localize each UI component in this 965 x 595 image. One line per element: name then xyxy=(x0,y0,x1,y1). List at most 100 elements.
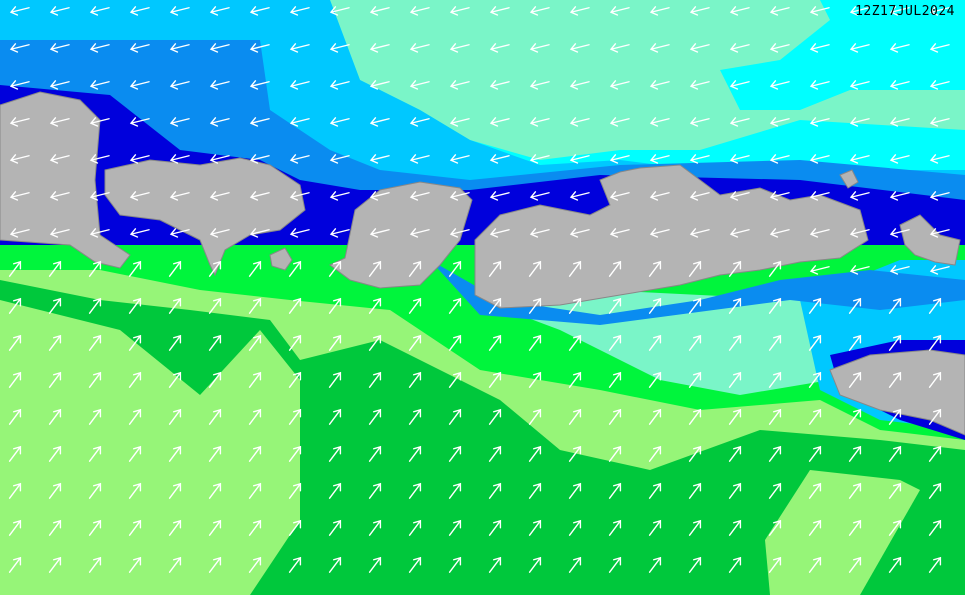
wind-arrow xyxy=(369,43,390,53)
wind-arrow xyxy=(289,154,310,164)
wind-arrow xyxy=(528,445,542,462)
wind-arrow xyxy=(448,556,462,573)
island-sumba xyxy=(829,349,965,436)
wind-arrow xyxy=(368,445,382,462)
wind-arrow xyxy=(848,371,862,388)
wind-arrow xyxy=(88,408,102,425)
wind-arrow xyxy=(288,408,302,425)
wind-arrow xyxy=(648,445,662,462)
wind-arrow xyxy=(889,117,910,127)
wind-arrow xyxy=(688,556,702,573)
wind-arrow xyxy=(528,371,542,388)
wind-arrow xyxy=(369,191,390,201)
wind-arrow xyxy=(9,43,30,53)
wind-arrow xyxy=(409,80,430,90)
wind-arrow xyxy=(329,43,350,53)
wind-arrow xyxy=(8,408,22,425)
wind-arrow xyxy=(608,371,622,388)
wind-arrow xyxy=(688,260,702,277)
wind-arrow xyxy=(889,6,910,16)
wind-arrow xyxy=(608,556,622,573)
wind-arrow xyxy=(409,228,430,238)
wind-arrow xyxy=(808,556,822,573)
wind-arrow xyxy=(288,556,302,573)
wind-arrow xyxy=(48,371,62,388)
wind-arrow xyxy=(608,519,622,536)
wind-arrow xyxy=(248,371,262,388)
wind-arrow xyxy=(8,556,22,573)
wind-arrow xyxy=(528,297,542,314)
wind-arrow xyxy=(448,482,462,499)
wind-arrow xyxy=(528,556,542,573)
wind-arrow xyxy=(88,260,102,277)
wind-arrow xyxy=(888,519,902,536)
wind-arrow xyxy=(9,154,30,164)
wind-arrow xyxy=(249,191,270,201)
wind-arrow xyxy=(328,371,342,388)
wind-arrow xyxy=(328,519,342,536)
wind-arrow xyxy=(648,371,662,388)
wind-arrow xyxy=(529,191,550,201)
wind-arrow xyxy=(529,6,550,16)
wind-arrow xyxy=(9,191,30,201)
wind-arrow xyxy=(208,408,222,425)
wind-arrow xyxy=(529,228,550,238)
wind-arrow xyxy=(208,519,222,536)
wind-arrow xyxy=(248,556,262,573)
wind-arrow xyxy=(169,43,190,53)
wind-arrow xyxy=(849,154,870,164)
wind-arrow xyxy=(248,297,262,314)
wind-arrow xyxy=(849,228,870,238)
wind-arrow xyxy=(768,297,782,314)
wind-arrow xyxy=(689,80,710,90)
wind-arrow xyxy=(48,297,62,314)
wind-arrow xyxy=(528,260,542,277)
wind-arrow xyxy=(648,334,662,351)
wind-arrow xyxy=(528,334,542,351)
wind-arrow xyxy=(129,228,150,238)
wind-arrow xyxy=(288,482,302,499)
wind-arrow xyxy=(249,117,270,127)
wind-arrow xyxy=(168,371,182,388)
wind-arrow xyxy=(568,445,582,462)
wind-arrow xyxy=(128,556,142,573)
wind-arrow xyxy=(649,43,670,53)
wind-arrow xyxy=(408,334,422,351)
wind-arrow xyxy=(49,80,70,90)
wind-arrow xyxy=(808,445,822,462)
wind-arrow xyxy=(88,334,102,351)
wind-arrow xyxy=(689,191,710,201)
wind-arrow xyxy=(648,482,662,499)
wind-arrow xyxy=(769,228,790,238)
wind-arrow xyxy=(929,228,950,238)
island-java-east xyxy=(0,91,131,269)
wind-arrow xyxy=(648,519,662,536)
wind-arrow xyxy=(609,80,630,90)
wind-arrow xyxy=(648,297,662,314)
wind-arrow xyxy=(88,445,102,462)
wind-arrow xyxy=(369,154,390,164)
wind-arrow xyxy=(209,43,230,53)
wind-arrow xyxy=(689,117,710,127)
wind-arrow xyxy=(888,371,902,388)
wind-arrow xyxy=(248,482,262,499)
wind-arrow xyxy=(408,556,422,573)
wind-arrow xyxy=(609,228,630,238)
wind-arrow xyxy=(809,265,830,275)
wind-arrow xyxy=(368,556,382,573)
wind-arrow xyxy=(568,556,582,573)
wind-arrow xyxy=(528,482,542,499)
wind-arrow xyxy=(128,334,142,351)
wind-arrow xyxy=(368,408,382,425)
wind-arrow xyxy=(609,6,630,16)
wind-arrow xyxy=(888,556,902,573)
wind-arrow xyxy=(369,6,390,16)
wind-arrow xyxy=(809,43,830,53)
island-small-north xyxy=(839,169,859,189)
wind-arrow xyxy=(89,117,110,127)
wind-arrow xyxy=(408,519,422,536)
wind-arrow xyxy=(248,519,262,536)
wind-arrow xyxy=(88,297,102,314)
wind-arrow xyxy=(49,228,70,238)
